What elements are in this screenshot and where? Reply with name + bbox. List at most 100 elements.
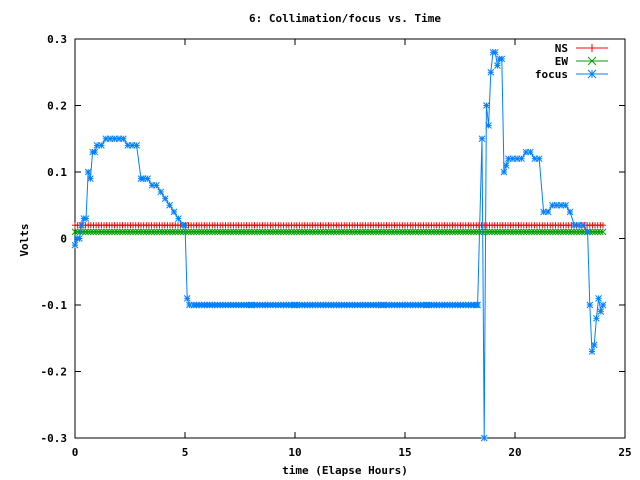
data-point-EW (333, 228, 340, 236)
data-point-EW (87, 228, 95, 236)
data-point-EW (164, 228, 171, 236)
data-point-focus (483, 102, 490, 109)
data-point-EW (367, 228, 375, 236)
data-point-EW (380, 228, 388, 236)
data-point-EW (311, 228, 319, 236)
data-point-EW (441, 228, 448, 236)
data-point-EW (203, 228, 211, 236)
data-point-EW (507, 228, 514, 236)
data-point-EW (282, 228, 290, 236)
data-point-EW (74, 228, 81, 236)
data-point-EW (409, 228, 417, 236)
data-point-EW (132, 228, 140, 236)
x-axis-label: time (Elapse Hours) (282, 464, 408, 477)
data-point-EW (451, 228, 459, 236)
legend-marker-focus (587, 69, 597, 79)
data-point-EW (567, 228, 575, 236)
data-point-EW (449, 228, 456, 236)
data-point-EW (475, 228, 483, 236)
data-point-EW (145, 228, 153, 236)
data-point-focus (593, 314, 600, 322)
data-point-EW (354, 228, 361, 236)
data-point-EW (314, 228, 322, 236)
data-point-EW (443, 228, 451, 236)
data-point-EW (470, 228, 477, 236)
data-point-focus (170, 208, 178, 216)
data-point-EW (240, 228, 248, 236)
data-point-focus (502, 161, 510, 169)
data-point-EW (446, 228, 454, 236)
data-point-EW (264, 228, 272, 236)
data-point-focus (91, 148, 99, 156)
data-point-EW (148, 228, 155, 236)
series-EW (71, 228, 607, 236)
data-point-focus (84, 168, 92, 176)
data-point-EW (520, 228, 528, 236)
data-point-EW (512, 228, 520, 236)
data-point-EW (362, 228, 369, 236)
data-point-focus (166, 201, 173, 209)
series-focus (71, 48, 607, 442)
data-point-EW (528, 228, 536, 236)
data-point-EW (208, 228, 216, 236)
data-point-EW (509, 228, 517, 236)
data-point-EW (459, 228, 467, 236)
data-point-EW (90, 228, 97, 236)
series-NS (72, 222, 606, 229)
data-point-EW (385, 228, 393, 236)
data-point-EW (288, 228, 295, 236)
data-point-focus (71, 241, 79, 249)
data-point-focus (586, 301, 594, 309)
data-point-focus (597, 308, 605, 316)
data-point-EW (359, 228, 367, 236)
data-point-EW (340, 228, 348, 236)
data-point-EW (71, 228, 79, 236)
data-point-EW (496, 228, 504, 236)
data-point-EW (211, 228, 219, 236)
data-point-focus (82, 215, 90, 222)
data-point-EW (111, 228, 118, 236)
data-point-EW (259, 228, 266, 236)
data-point-focus (153, 181, 160, 189)
data-point-focus (584, 228, 591, 236)
data-point-focus (588, 348, 596, 355)
data-point-EW (171, 228, 179, 236)
data-point-EW (517, 228, 525, 236)
data-point-focus (98, 142, 105, 149)
data-point-EW (549, 228, 557, 236)
data-point-EW (248, 228, 256, 236)
data-point-EW (274, 228, 282, 236)
legend-marker-NS (588, 44, 596, 52)
data-point-EW (150, 228, 158, 236)
data-point-EW (377, 228, 385, 236)
data-point-EW (105, 228, 113, 236)
data-point-EW (560, 228, 567, 236)
data-point-EW (245, 228, 253, 236)
data-point-focus (480, 434, 488, 442)
data-point-EW (330, 228, 338, 236)
data-point-EW (562, 228, 570, 236)
y-tick-label: 0.2 (47, 100, 67, 113)
data-point-EW (177, 228, 184, 236)
x-tick-label: 15 (398, 446, 411, 459)
data-point-focus (144, 175, 151, 183)
data-point-EW (430, 228, 438, 236)
data-point-focus (494, 62, 501, 69)
data-point-EW (438, 228, 446, 236)
data-point-EW (525, 228, 533, 236)
data-point-EW (290, 228, 298, 236)
data-point-focus (562, 201, 569, 209)
y-tick-label: -0.1 (41, 299, 68, 312)
data-point-focus (566, 208, 574, 216)
y-axis-ticks: -0.3 -0.2 -0.1 0 0.1 0.2 0.3 (41, 33, 625, 445)
data-point-EW (142, 228, 150, 236)
data-point-EW (303, 228, 311, 236)
data-point-EW (491, 228, 499, 236)
data-point-EW (322, 228, 330, 236)
data-point-EW (251, 228, 258, 236)
data-point-EW (383, 228, 390, 236)
data-point-EW (124, 228, 132, 236)
x-tick-label: 10 (288, 446, 301, 459)
data-point-EW (327, 228, 335, 236)
